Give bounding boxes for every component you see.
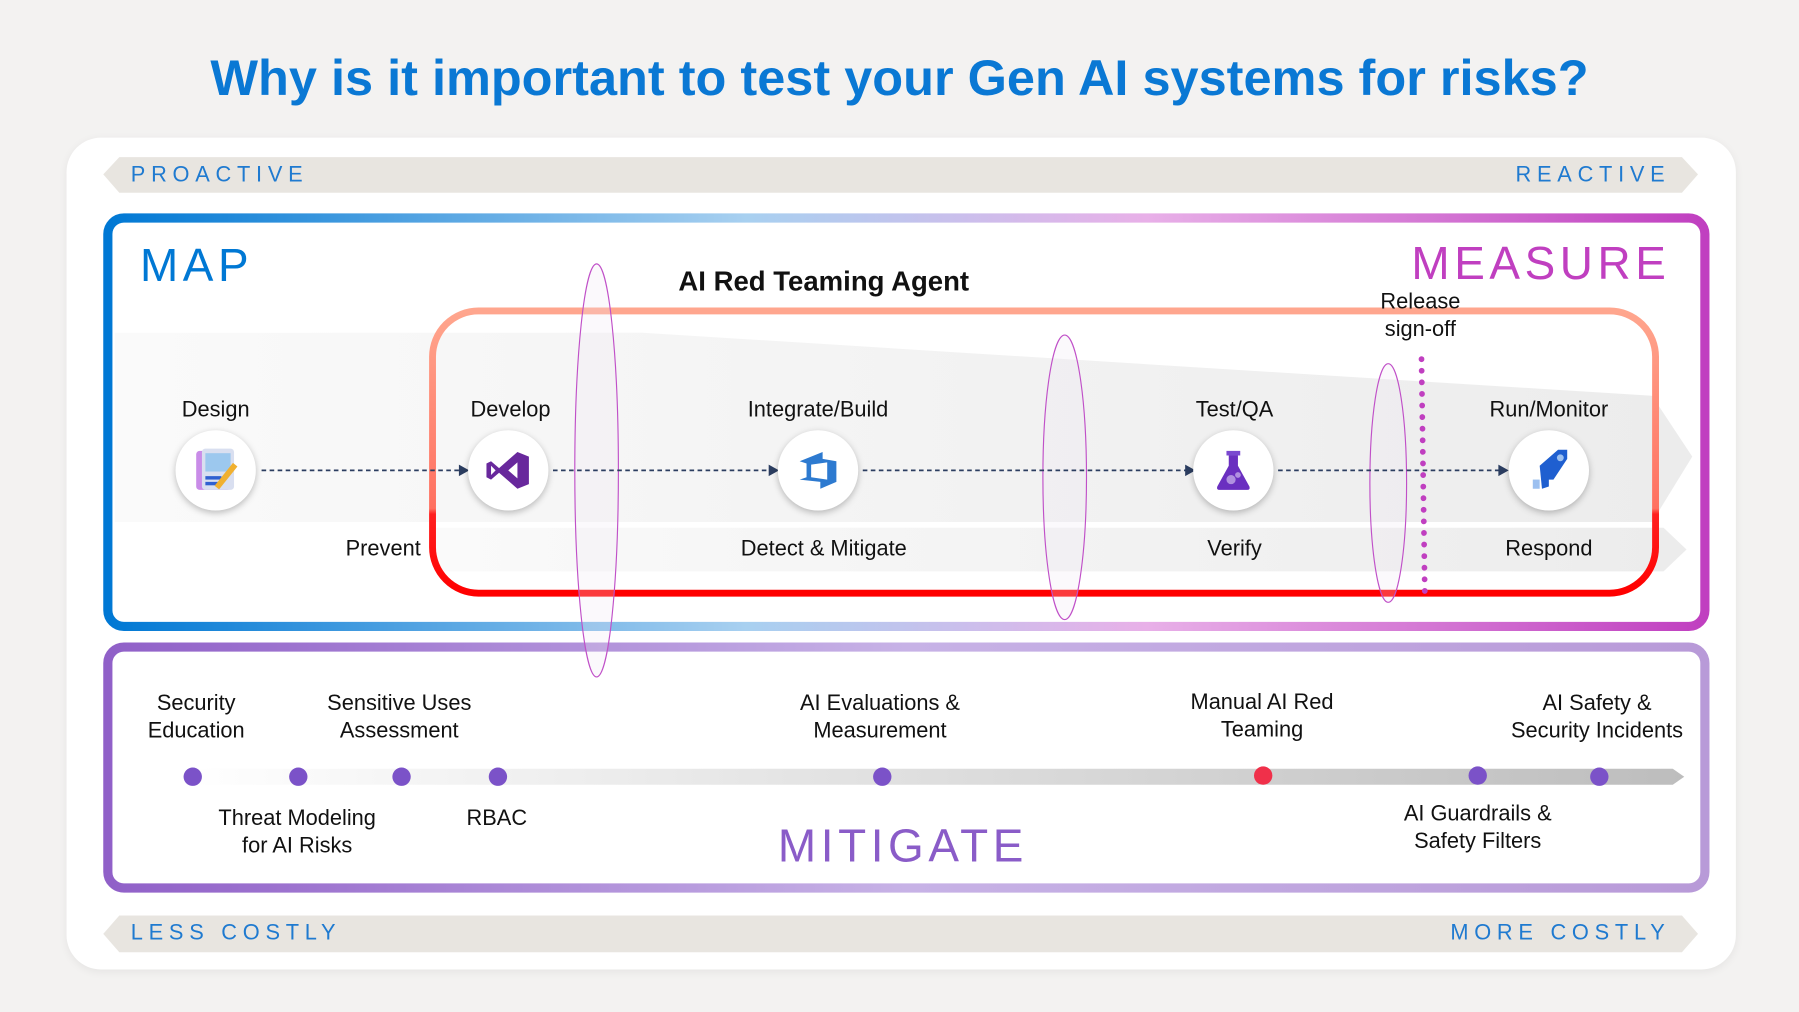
map-heading: MAP [139, 240, 254, 292]
top-banner [103, 157, 1699, 193]
mitigation-label: RBAC [466, 806, 528, 831]
stage-develop [468, 430, 549, 511]
timeline-dot-red-teaming [1253, 766, 1273, 785]
stage-label: Test/QA [1195, 398, 1274, 423]
bottom-banner [103, 915, 1699, 953]
stage-run [1508, 430, 1590, 511]
map-measure-box [103, 213, 1710, 632]
phase-label: Prevent [345, 536, 421, 562]
flask-icon [1216, 450, 1250, 490]
stage-integrate [777, 430, 859, 511]
mitigate-heading: MITIGATE [777, 821, 1028, 872]
phase-label: Verify [1207, 536, 1262, 562]
stage-label: Run/Monitor [1489, 398, 1609, 423]
stage-gate [1369, 363, 1408, 603]
mitigation-label: Sensitive Uses Assessment [327, 691, 472, 744]
stage-label: Develop [470, 398, 551, 423]
reactive-label: REACTIVE [1515, 162, 1671, 188]
more-costly-label: MORE COSTLY [1450, 921, 1671, 946]
agent-label: AI Red Teaming Agent [678, 266, 970, 298]
less-costly-label: LESS COSTLY [130, 921, 342, 946]
design-doc-icon [196, 448, 238, 490]
agent-box [429, 307, 1659, 597]
measure-heading: MEASURE [1411, 238, 1671, 290]
stage-test [1193, 430, 1274, 511]
timeline-dot [183, 767, 202, 786]
timeline-dot [1468, 766, 1487, 785]
timeline-dot [873, 767, 892, 786]
stage-gate [1042, 334, 1088, 621]
page-title: Why is it important to test your Gen AI … [210, 50, 1589, 107]
mitigation-label: AI Guardrails & Safety Filters [1403, 801, 1552, 854]
azure-devops-icon [799, 452, 837, 489]
visual-studio-icon [486, 452, 529, 489]
stage-label: Design [181, 398, 250, 423]
lifecycle-band [114, 332, 1693, 523]
timeline-bar [183, 768, 1685, 785]
timeline-dot [1590, 767, 1609, 786]
mitigation-label: AI Evaluations & Measurement [799, 691, 960, 744]
mitigation-label: AI Safety & Security Incidents [1511, 691, 1684, 744]
mitigation-label: Manual AI Red Teaming [1190, 690, 1334, 743]
stage-label: Integrate/Build [747, 398, 889, 423]
phase-label: Detect & Mitigate [740, 536, 907, 562]
timeline-dot [392, 767, 411, 786]
mitigate-box [103, 642, 1710, 893]
proactive-label: PROACTIVE [130, 162, 309, 188]
timeline-dot [289, 767, 308, 786]
stage-design [175, 430, 256, 511]
phase-label: Respond [1505, 536, 1593, 562]
mitigation-label: Security Education [147, 691, 245, 744]
timeline-dot [488, 767, 508, 786]
rocket-icon [1532, 449, 1568, 489]
mitigation-label: Threat Modeling for AI Risks [218, 806, 376, 859]
release-label: Release sign-off [1380, 290, 1461, 342]
